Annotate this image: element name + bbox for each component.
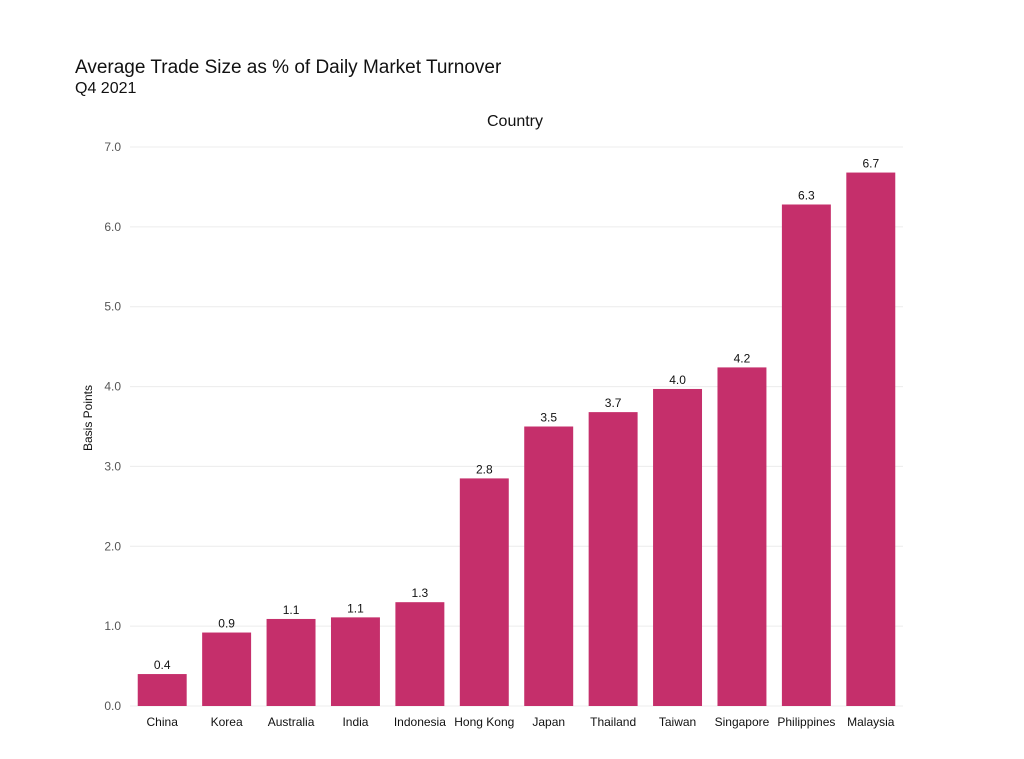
x-tick-label: Japan xyxy=(532,715,565,729)
bar-philippines xyxy=(781,204,831,707)
x-tick-label: Philippines xyxy=(777,715,835,729)
x-tick-label: Singapore xyxy=(715,715,770,729)
bar-value-label: 4.0 xyxy=(669,373,686,387)
bar-value-label: 6.3 xyxy=(798,188,815,202)
x-tick-label: India xyxy=(342,715,368,729)
y-axis-label: Basis Points xyxy=(81,385,95,451)
top-axis-label: Country xyxy=(487,113,543,130)
y-tick-label: 5.0 xyxy=(104,300,121,314)
bar-singapore xyxy=(717,367,767,706)
bar-value-label: 2.8 xyxy=(476,462,493,476)
bar-india xyxy=(330,617,380,706)
bars xyxy=(137,172,896,707)
bar-korea xyxy=(202,632,252,706)
x-tick-label: China xyxy=(147,715,179,729)
y-tick-label: 0.0 xyxy=(104,699,121,713)
bar-value-label: 1.1 xyxy=(283,603,300,617)
bar-value-label: 4.2 xyxy=(734,351,751,365)
bar-thailand xyxy=(588,412,638,706)
bar-value-label: 6.7 xyxy=(862,157,879,171)
x-tick-label: Indonesia xyxy=(394,715,446,729)
bar-australia xyxy=(266,618,316,706)
bar-indonesia xyxy=(395,602,445,706)
x-tick-label: Malaysia xyxy=(847,715,895,729)
y-tick-label: 6.0 xyxy=(104,220,121,234)
bar-value-label: 1.1 xyxy=(347,601,364,615)
bar-value-label: 0.9 xyxy=(218,617,235,631)
x-tick-label: Taiwan xyxy=(659,715,696,729)
y-tick-label: 2.0 xyxy=(104,539,121,553)
y-tick-label: 4.0 xyxy=(104,380,121,394)
bar-japan xyxy=(524,426,574,706)
gridlines xyxy=(130,146,903,707)
x-tick-label: Thailand xyxy=(590,715,636,729)
bar-china xyxy=(137,674,187,706)
bar-value-label: 3.5 xyxy=(540,411,557,425)
x-tick-label: Australia xyxy=(268,715,315,729)
labels: Country Basis Points 0.0 1.0 2.0 3.0 4.0 5.0 6… xyxy=(81,113,895,729)
y-tick-label: 3.0 xyxy=(104,459,121,473)
y-tick-label: 1.0 xyxy=(104,619,121,633)
x-tick-label: Hong Kong xyxy=(454,715,514,729)
bar-taiwan xyxy=(653,388,703,706)
bar-malaysia xyxy=(846,172,896,706)
chart-title: Average Trade Size as % of Daily Market … xyxy=(75,57,502,78)
bar-value-label: 0.4 xyxy=(154,658,171,672)
chart-subtitle: Q4 2021 xyxy=(75,80,137,97)
x-tick-label: Korea xyxy=(211,715,243,729)
bar-value-label: 1.3 xyxy=(412,586,429,600)
bar-value-label: 3.7 xyxy=(605,396,622,410)
y-tick-label: 7.0 xyxy=(104,140,121,154)
bar-hong-kong xyxy=(459,478,509,706)
